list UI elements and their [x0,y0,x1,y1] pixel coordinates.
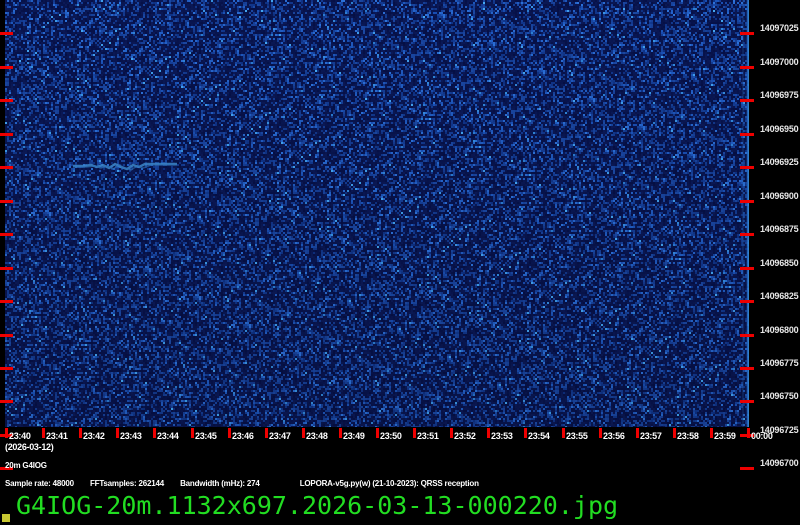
frequency-tick-right [740,367,754,370]
time-tick-label: 23:52 [454,431,476,441]
time-tick [636,428,639,438]
frequency-tick-left [0,233,13,236]
time-tick-label: 23:44 [157,431,179,441]
time-tick-label: 23:53 [491,431,513,441]
frequency-tick-label: 14096975 [760,90,799,100]
frequency-tick-left [0,400,13,403]
time-tick [376,428,379,438]
time-tick [265,428,268,438]
time-tick-label: 23:41 [46,431,68,441]
frequency-tick-right [740,334,754,337]
time-tick [5,428,8,438]
frequency-tick-left [0,133,13,136]
time-tick [228,428,231,438]
frequency-tick-right [740,467,754,470]
time-tick-label: 23:47 [269,431,291,441]
time-tick [191,428,194,438]
frequency-tick-right [740,233,754,236]
time-tick-label: 23:56 [603,431,625,441]
frequency-tick-left [0,467,13,470]
time-tick-label: 23:42 [83,431,105,441]
frequency-tick-right [740,400,754,403]
frequency-tick-label: 14096800 [760,325,799,335]
frequency-tick-right [740,32,754,35]
software-label: LOPORA-v5g.py(w) (21-10-2023): QRSS rece… [299,479,479,488]
frequency-tick-right [740,300,754,303]
sample-rate-label: Sample rate: 48000 [5,479,74,488]
frequency-tick-left [0,99,13,102]
frequency-tick-label: 14096700 [760,458,799,468]
frequency-tick-label: 14096725 [760,425,799,435]
frequency-tick-label: 14097025 [760,23,799,33]
filename-overlay: G4IOG-20m.1132x697.2026-03-13-000220.jpg [16,491,619,520]
corner-marker [2,514,10,522]
time-tick [302,428,305,438]
time-tick [673,428,676,438]
time-tick-label: 23:58 [677,431,699,441]
time-tick-label: 23:59 [714,431,736,441]
time-tick-label: 23:43 [120,431,142,441]
time-tick [116,428,119,438]
time-tick [710,428,713,438]
time-tick-label: 23:50 [380,431,402,441]
frequency-tick-label: 14096950 [760,124,799,134]
time-tick-label: 23:51 [417,431,439,441]
frequency-tick-label: 14096750 [760,391,799,401]
frequency-tick-left [0,32,13,35]
frequency-tick-label: 14096850 [760,258,799,268]
frequency-tick-right [740,99,754,102]
time-tick-label: 23:45 [195,431,217,441]
time-tick-label: 23:48 [306,431,328,441]
frequency-tick-right [740,166,754,169]
frequency-tick-right [740,133,754,136]
frequency-tick-left [0,267,13,270]
frequency-tick-left [0,166,13,169]
frequency-tick-right [740,267,754,270]
station-label: 20m G4IOG [5,461,47,470]
time-tick [339,428,342,438]
waterfall-plot[interactable] [5,0,749,427]
time-tick [79,428,82,438]
time-tick [450,428,453,438]
frequency-tick-label: 14096825 [760,291,799,301]
frequency-tick-label: 14096775 [760,358,799,368]
current-time-cursor [747,0,749,427]
time-tick [153,428,156,438]
time-tick-label: 00:00 [751,431,773,441]
frequency-tick-right [740,66,754,69]
time-tick-label: 23:55 [566,431,588,441]
frequency-tick-right [740,200,754,203]
frequency-tick-label: 14096875 [760,224,799,234]
time-tick [413,428,416,438]
spectrogram-noise-canvas [5,0,749,427]
frequency-tick-label: 14096900 [760,191,799,201]
time-tick-label: 23:40 [9,431,31,441]
time-tick [599,428,602,438]
frequency-tick-left [0,367,13,370]
parameters-line: Sample rate: 48000 FFTsamples: 262144 Ba… [5,479,479,488]
time-tick [524,428,527,438]
time-tick-label: 23:57 [640,431,662,441]
frequency-tick-label: 14096925 [760,157,799,167]
time-tick [562,428,565,438]
date-label: (2026-03-12) [5,442,54,452]
time-tick-label: 23:54 [528,431,550,441]
time-tick-label: 23:49 [343,431,365,441]
fft-samples-label: FFTsamples: 262144 [89,479,165,488]
time-tick [487,428,490,438]
frequency-tick-label: 14097000 [760,57,799,67]
frequency-tick-left [0,66,13,69]
frequency-tick-left [0,200,13,203]
time-tick [42,428,45,438]
time-tick-label: 23:46 [232,431,254,441]
frequency-tick-left [0,334,13,337]
time-tick [747,428,750,438]
frequency-tick-left [0,300,13,303]
bandwidth-label: Bandwidth (mHz): 274 [180,479,260,488]
